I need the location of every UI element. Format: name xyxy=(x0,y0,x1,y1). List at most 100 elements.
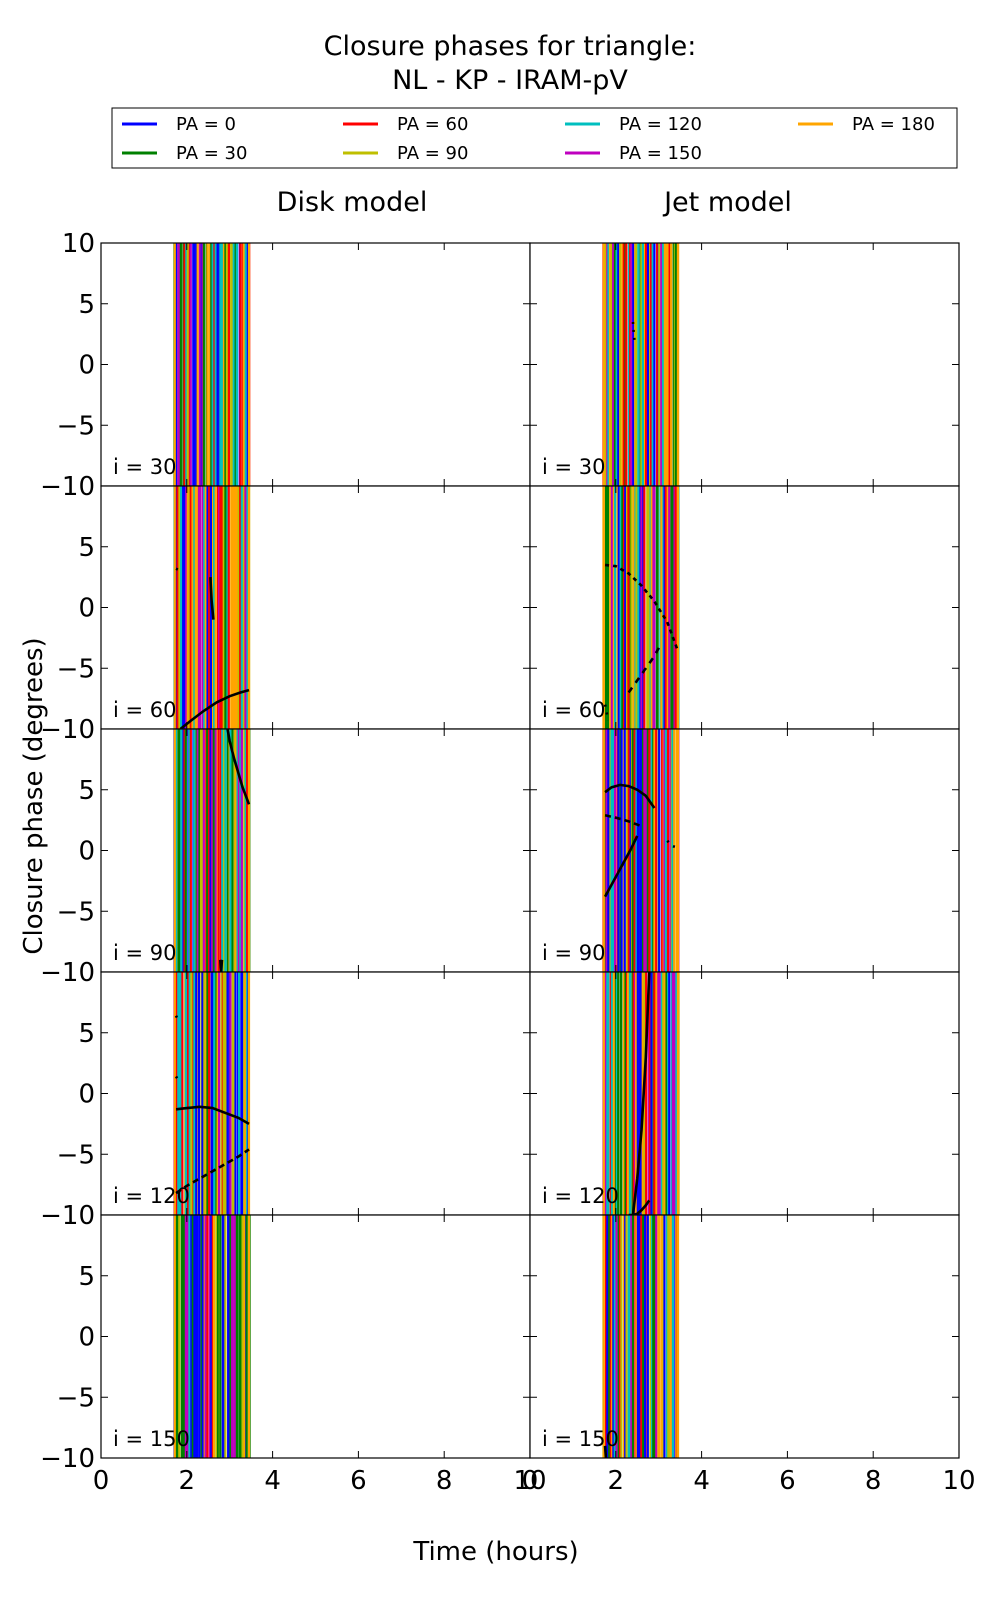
series-lines xyxy=(173,243,251,486)
panel-background xyxy=(101,486,530,729)
x-tick-label: 0 xyxy=(522,1466,539,1496)
x-tick-label: 8 xyxy=(436,1466,453,1496)
x-tick-label: 2 xyxy=(608,1466,625,1496)
panel-background xyxy=(530,729,959,972)
y-tick-label: 0 xyxy=(78,351,95,381)
inclination-label: i = 60 xyxy=(113,698,177,722)
model-curve-0 xyxy=(631,321,636,343)
y-tick-label: 5 xyxy=(78,533,95,563)
model-curve-0 xyxy=(604,783,656,809)
panel-1-3: i = 120 xyxy=(529,971,960,1216)
panel-background xyxy=(101,1215,530,1458)
inclination-label: i = 30 xyxy=(542,455,606,479)
y-axis-label: Closure phase (degrees) xyxy=(19,637,49,954)
model-curve-2 xyxy=(603,835,639,898)
figure-title-line2: NL - KP - IRAM-pV xyxy=(392,65,628,96)
panel-1-2: i = 90 xyxy=(529,728,960,973)
model-curve-3 xyxy=(174,1075,180,1081)
model-curve-1 xyxy=(627,643,662,694)
panels-grid: i = 30 i = 30 i = 60 i = 60 i = 90 i = 90 i = … xyxy=(100,242,960,1459)
panel-background xyxy=(101,972,530,1215)
x-tick-label: 4 xyxy=(693,1466,710,1496)
x-tick-label: 8 xyxy=(865,1466,882,1496)
x-tick-label: 6 xyxy=(779,1466,796,1496)
legend-box xyxy=(111,107,958,169)
series-lines xyxy=(173,972,251,1215)
y-tick-label: −10 xyxy=(40,958,95,988)
panel-background xyxy=(530,972,959,1215)
model-curve-1 xyxy=(604,813,642,828)
x-tick-label: 4 xyxy=(264,1466,281,1496)
panel-0-2: i = 90 xyxy=(100,728,531,973)
y-tick-label: 5 xyxy=(78,290,95,320)
panel-1-4: i = 150 xyxy=(529,1214,960,1459)
series-lines xyxy=(173,1215,251,1458)
panel-0-1: i = 60 xyxy=(100,485,531,730)
legend-label-3: PA = 90 xyxy=(397,143,468,164)
tick-labels: −10 −5 0 5 10 −10 −5 0 5 −10 −5 0 5 −10 −5 0 5 −10 −5 0 5 0 2 4… xyxy=(40,229,975,1496)
y-tick-label: 5 xyxy=(78,1262,95,1292)
panel-1-0: i = 30 xyxy=(529,242,960,487)
y-tick-label: 10 xyxy=(62,229,95,259)
x-tick-label: 0 xyxy=(93,1466,110,1496)
model-curve-2 xyxy=(209,577,215,620)
y-tick-label: −10 xyxy=(40,472,95,502)
y-tick-label: 0 xyxy=(78,837,95,867)
y-tick-label: −5 xyxy=(57,654,95,684)
column-title-disk: Disk model xyxy=(277,187,428,218)
model-curve-1 xyxy=(218,959,224,972)
panel-background xyxy=(101,243,530,486)
legend-label-4: PA = 120 xyxy=(619,114,702,135)
legend-label-5: PA = 150 xyxy=(619,143,702,164)
model-curve-1 xyxy=(631,972,651,1215)
inclination-label: i = 90 xyxy=(542,941,606,965)
inclination-label: i = 120 xyxy=(542,1184,619,1208)
inclination-label: i = 30 xyxy=(113,455,177,479)
model-curve-1 xyxy=(175,1148,250,1195)
y-tick-label: 0 xyxy=(78,594,95,624)
panel-background xyxy=(530,243,959,486)
model-curve-2 xyxy=(174,1015,180,1022)
legend-label-1: PA = 30 xyxy=(176,143,247,164)
y-tick-label: 0 xyxy=(78,1323,95,1353)
series-lines xyxy=(602,486,680,729)
panel-0-3: i = 120 xyxy=(100,971,531,1216)
inclination-label: i = 150 xyxy=(542,1427,619,1451)
inclination-label: i = 150 xyxy=(113,1427,190,1451)
inclination-label: i = 120 xyxy=(113,1184,190,1208)
y-tick-label: −10 xyxy=(40,715,95,745)
y-tick-label: −10 xyxy=(40,1444,95,1474)
panel-background xyxy=(530,1215,959,1458)
y-tick-label: −5 xyxy=(57,897,95,927)
y-tick-label: −5 xyxy=(57,411,95,441)
column-title-jet: Jet model xyxy=(662,187,792,218)
series-lines xyxy=(602,1215,680,1458)
x-tick-label: 10 xyxy=(513,1466,546,1496)
series-lines xyxy=(602,243,680,486)
panel-background xyxy=(530,486,959,729)
x-tick-label: 10 xyxy=(942,1466,975,1496)
panel-0-0: i = 30 xyxy=(100,242,531,487)
y-tick-label: −5 xyxy=(57,1140,95,1170)
model-curve-0 xyxy=(628,1199,651,1215)
inclination-label: i = 90 xyxy=(113,941,177,965)
y-tick-label: 5 xyxy=(78,776,95,806)
x-axis-label: Time (hours) xyxy=(412,1537,578,1567)
legend-label-6: PA = 180 xyxy=(852,114,935,135)
y-tick-label: −5 xyxy=(57,1383,95,1413)
model-curve-0 xyxy=(603,1445,608,1458)
model-curve-0 xyxy=(179,688,250,729)
model-curve-0 xyxy=(175,1105,250,1126)
y-tick-label: −10 xyxy=(40,1201,95,1231)
model-curve-0 xyxy=(226,729,251,805)
series-lines xyxy=(173,729,251,972)
panel-0-4: i = 150 xyxy=(100,1214,531,1459)
figure-title-line1: Closure phases for triangle: xyxy=(324,31,697,62)
legend: PA = 0 PA = 30 PA = 60 PA = 90 PA = 120 PA = … xyxy=(111,107,958,169)
series-lines xyxy=(602,972,680,1215)
y-tick-label: 5 xyxy=(78,1019,95,1049)
panel-background xyxy=(101,729,530,972)
x-tick-label: 6 xyxy=(350,1466,367,1496)
legend-label-2: PA = 60 xyxy=(397,114,468,135)
